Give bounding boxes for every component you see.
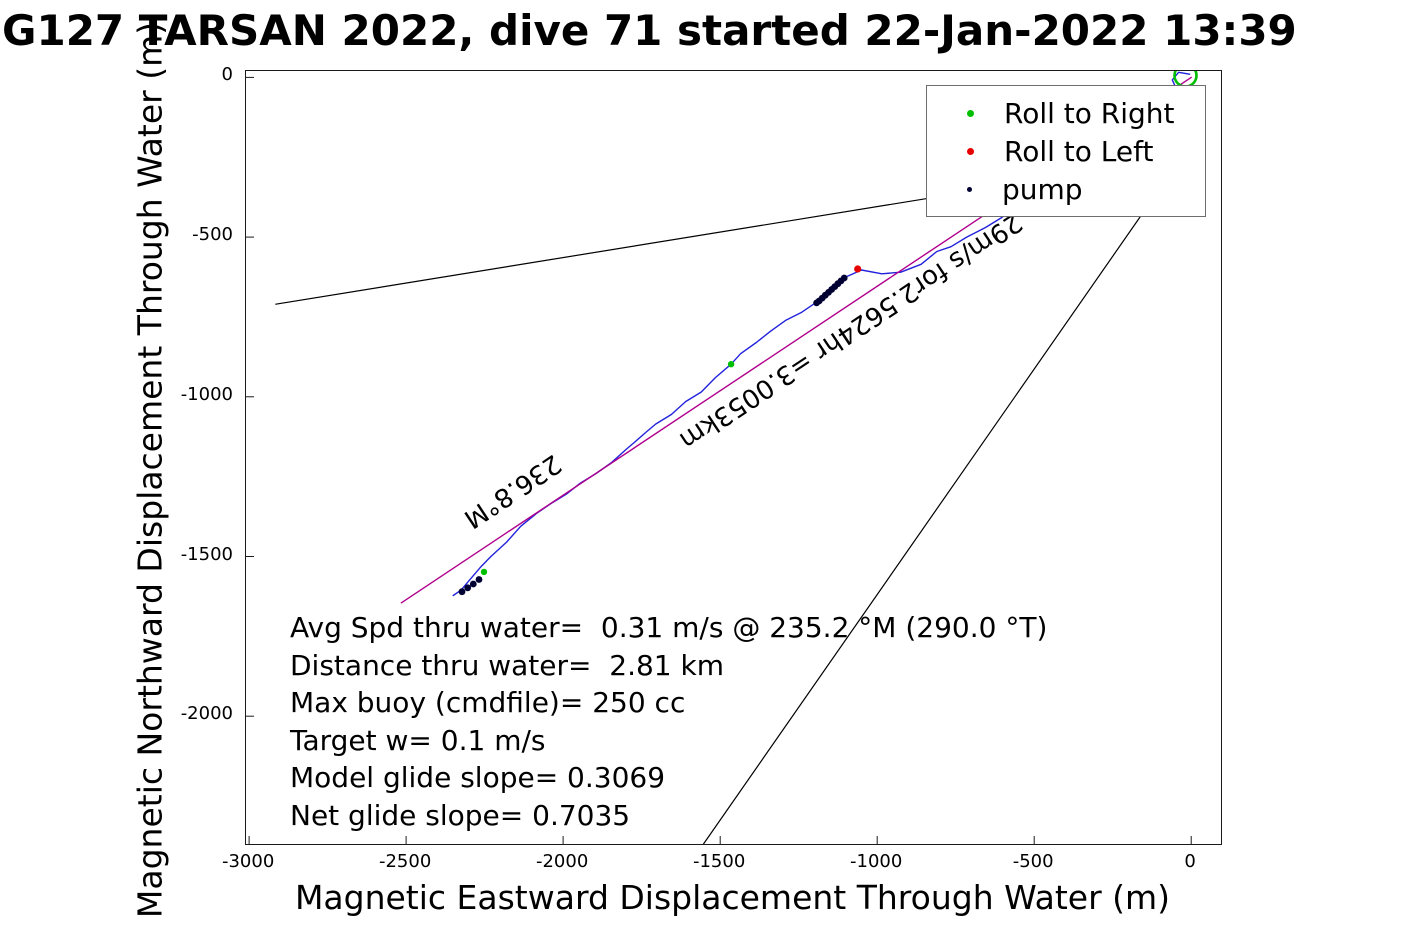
marker-roll-to-left (854, 265, 862, 273)
chart-canvas: 29m/s for2.5624hr =3.0053km 236.8°M (246, 71, 1198, 844)
legend-label: Roll to Left (1004, 134, 1154, 168)
legend-label: Roll to Right (1004, 96, 1175, 130)
legend-marker-dot (967, 109, 974, 117)
y-tick-label: -2000 (180, 703, 233, 725)
stats-line: Model glide slope= 0.3069 (290, 761, 666, 794)
legend: Roll to Right Roll to Left pump (926, 85, 1206, 217)
y-tick-label: -1000 (180, 383, 233, 405)
y-tick-label: -1500 (180, 543, 233, 565)
x-tick-label: -2000 (535, 851, 589, 872)
rotated-annotation: 236.8°M (458, 448, 566, 534)
x-tick-label: -1000 (850, 851, 903, 872)
x-axis-label: Magnetic Eastward Displacement Through W… (294, 878, 1171, 917)
stats-annotation: Avg Spd thru water= 0.31 m/s @ 235.2 °M … (290, 609, 1047, 834)
x-tick-label: -2500 (378, 851, 432, 872)
legend-item-roll-to-left: Roll to Left (927, 132, 1205, 170)
page-title: G127 TARSAN 2022, dive 71 started 22-Jan… (2, 6, 1297, 55)
stats-line: Target w= 0.1 m/s (290, 723, 546, 757)
plot-area: 29m/s for2.5624hr =3.0053km 236.8°M Roll … (245, 70, 1222, 845)
marker-pump (458, 588, 466, 596)
y-tick-label: -500 (192, 224, 233, 246)
stats-line: Net glide slope= 0.7035 (290, 798, 631, 832)
marker-roll-to-right (480, 568, 488, 576)
y-tick-label: 0 (221, 64, 233, 86)
marker-pump (469, 580, 477, 588)
marker-pump (464, 584, 472, 592)
y-axis-label: Magnetic Northward Displacement Through … (130, 21, 170, 919)
rotated-annotation: 29m/s for2.5624hr =3.0053km (674, 207, 1027, 456)
stats-line: Avg Spd thru water= 0.31 m/s @ 235.2 °M … (290, 611, 1048, 644)
x-tick-label: 0 (1184, 851, 1196, 872)
series-bearing-line-lower (702, 156, 1183, 844)
x-tick-label: -500 (1012, 851, 1054, 872)
stats-line: Max buoy (cmdfile)= 250 cc (290, 686, 686, 719)
legend-label: pump (1002, 172, 1083, 206)
x-tick-label: -1500 (692, 851, 746, 872)
legend-item-roll-to-right: Roll to Right (927, 94, 1205, 132)
marker-pump (813, 299, 820, 307)
marker-roll-to-right (727, 361, 735, 368)
stats-line: Distance thru water= 2.81 km (290, 648, 724, 682)
x-tick-label: -3000 (221, 851, 275, 872)
legend-marker-dot (967, 147, 974, 155)
legend-marker-dot (967, 186, 972, 192)
legend-item-pump: pump (927, 170, 1205, 208)
marker-pump (475, 576, 483, 583)
